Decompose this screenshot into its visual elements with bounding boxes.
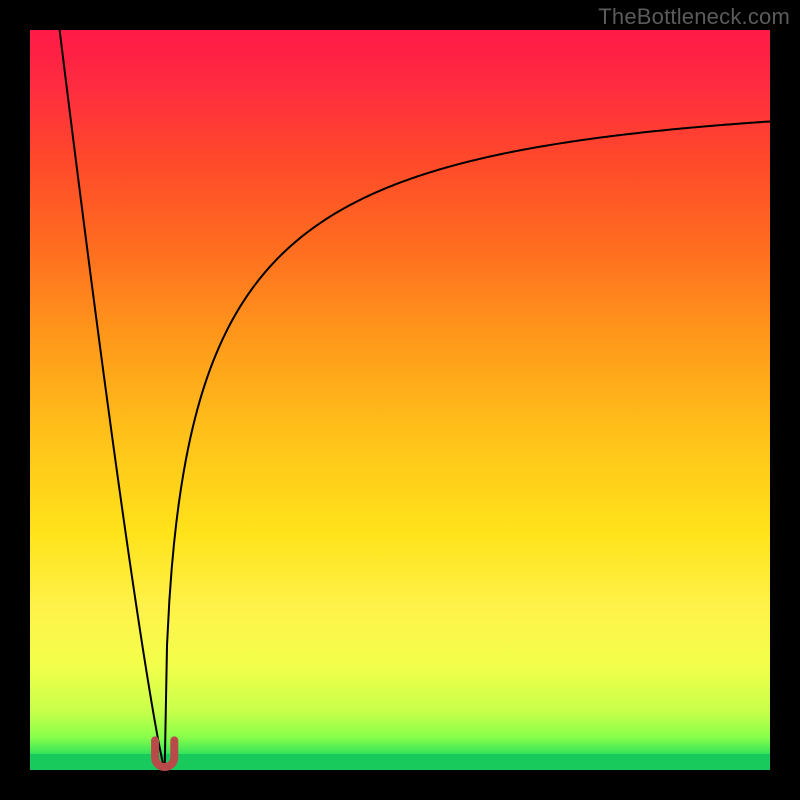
chart-stage: TheBottleneck.com xyxy=(0,0,800,800)
watermark-text: TheBottleneck.com xyxy=(598,4,790,30)
bottleneck-chart xyxy=(0,0,800,800)
baseline-strip xyxy=(30,754,770,770)
gradient-background xyxy=(30,30,770,770)
